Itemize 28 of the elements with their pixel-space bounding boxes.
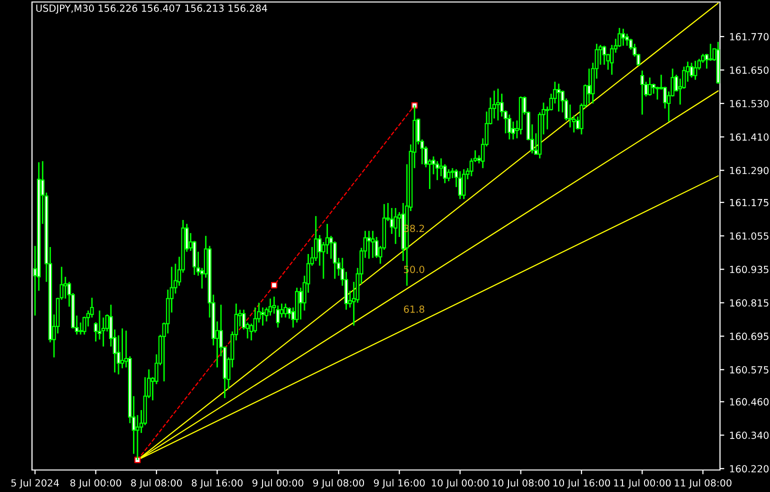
annotation: 61.8 — [404, 305, 424, 313]
x-tick-label: 11 Jul 08:00 — [674, 479, 732, 488]
y-tick-label: 161.770 — [730, 33, 769, 40]
x-tick-label: 9 Jul 00:00 — [252, 479, 304, 488]
x-tick-label: 10 Jul 08:00 — [492, 479, 550, 488]
y-tick-label: 161.290 — [730, 166, 769, 174]
y-tick-label: 160.695 — [730, 332, 768, 340]
y-tick-label: 161.650 — [730, 66, 769, 74]
x-tick-label: 9 Jul 16:00 — [374, 479, 425, 488]
x-tick-label: 8 Jul 08:00 — [131, 479, 182, 488]
y-tick-label: 160.935 — [730, 266, 768, 274]
y-tick-label: 161.410 — [730, 133, 769, 141]
y-tick-label: 160.340 — [730, 432, 769, 439]
x-tick-label: 5 Jul 2024 — [11, 479, 59, 488]
y-tick-label: 160.575 — [730, 366, 768, 374]
x-tick-label: 11 Jul 00:00 — [614, 479, 671, 488]
y-tick-label: 160.815 — [730, 299, 768, 307]
x-tick-label: 9 Jul 08:00 — [313, 479, 364, 488]
x-tick-label: 10 Jul 16:00 — [553, 479, 610, 488]
y-tick-label: 161.175 — [730, 198, 768, 206]
chart-title: USDJPY,M30 156.226 156.407 156.213 156.284 — [36, 4, 268, 14]
x-tick-label: 8 Jul 16:00 — [192, 479, 243, 488]
y-tick-label: 160.460 — [730, 398, 769, 406]
y-tick-label: 161.055 — [730, 232, 768, 240]
x-tick-label: 8 Jul 00:00 — [70, 479, 122, 488]
x-tick-label: 10 Jul 00:00 — [432, 479, 489, 488]
y-tick-label: 161.530 — [730, 100, 769, 108]
y-tick-label: 160.220 — [730, 465, 769, 472]
